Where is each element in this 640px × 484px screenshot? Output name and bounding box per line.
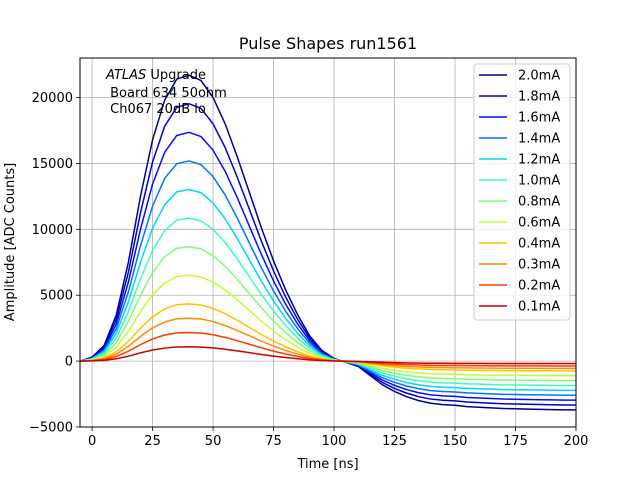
legend-item: 0.2mA — [479, 279, 560, 294]
legend-label: 0.3mA — [518, 258, 560, 273]
y-tick-label: 20000 — [32, 91, 73, 106]
x-tick-label: 175 — [503, 434, 528, 449]
chart-title: Pulse Shapes run1561 — [239, 34, 417, 53]
y-tick-label: −5000 — [29, 421, 73, 436]
x-axis-ticks: 0 25 50 75 100 125 150 175 200 — [88, 427, 588, 449]
y-tick-label: 15000 — [32, 157, 73, 172]
y-tick-label: 0 — [65, 355, 73, 370]
legend-item: 0.3mA — [479, 258, 560, 273]
y-axis-ticks: −5000 0 5000 10000 15000 20000 — [29, 91, 80, 436]
y-tick-label: 5000 — [40, 289, 73, 304]
plot-frame — [79, 57, 577, 428]
legend-label: 1.2mA — [518, 153, 560, 168]
annotation-line-2: Board 634 50ohm — [106, 86, 227, 101]
legend-frame — [473, 63, 571, 321]
legend-item: 0.1mA — [479, 300, 560, 315]
legend-item: 1.4mA — [479, 132, 560, 147]
x-tick-label: 150 — [443, 434, 468, 449]
atlas-annotation: ATLAS Upgrade Board 634 50ohm Ch067 20dB… — [105, 68, 227, 117]
legend-label: 0.4mA — [518, 237, 560, 252]
x-tick-label: 50 — [205, 434, 222, 449]
legend: 2.0mA 1.8mA 1.6mA 1.4mA 1.2mA 1.0mA 0.8mA 0.6mA… — [473, 63, 571, 321]
legend-item: 0.8mA — [479, 195, 560, 210]
legend-item: 2.0mA — [479, 69, 560, 84]
y-axis-label: Amplitude [ADC Counts] — [3, 163, 18, 321]
x-axis-label: Time [ns] — [296, 457, 358, 472]
annotation-atlas: ATLAS — [105, 68, 146, 83]
legend-item: 1.0mA — [479, 174, 560, 189]
legend-item: 0.6mA — [479, 216, 560, 231]
legend-item: 0.4mA — [479, 237, 560, 252]
legend-label: 1.0mA — [518, 174, 560, 189]
y-tick-label: 10000 — [32, 223, 73, 238]
legend-label: 0.1mA — [518, 300, 560, 315]
legend-label: 1.4mA — [518, 132, 560, 147]
legend-label: 0.2mA — [518, 279, 560, 294]
legend-label: 1.6mA — [518, 111, 560, 126]
legend-item: 1.6mA — [479, 111, 560, 126]
legend-label: 1.8mA — [518, 90, 560, 105]
x-tick-label: 200 — [564, 434, 589, 449]
series-lines — [79, 74, 576, 411]
legend-item: 1.8mA — [479, 90, 560, 105]
legend-label: 0.6mA — [518, 216, 560, 231]
legend-label: 2.0mA — [518, 69, 560, 84]
x-tick-label: 125 — [382, 434, 407, 449]
x-tick-label: 75 — [265, 434, 282, 449]
x-tick-label: 100 — [322, 434, 347, 449]
legend-item: 1.2mA — [479, 153, 560, 168]
x-tick-label: 0 — [88, 434, 96, 449]
annotation-line-1: ATLAS Upgrade — [105, 68, 206, 83]
legend-label: 0.8mA — [518, 195, 560, 210]
annotation-upgrade: Upgrade — [146, 68, 206, 83]
x-tick-label: 25 — [144, 434, 161, 449]
annotation-line-3: Ch067 20dB lo — [106, 102, 206, 117]
series-line-0.1mA — [79, 346, 576, 365]
